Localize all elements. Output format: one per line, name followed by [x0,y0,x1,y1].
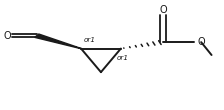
Polygon shape [35,34,81,49]
Text: or1: or1 [83,37,95,43]
Text: O: O [198,37,205,47]
Text: O: O [3,31,11,41]
Text: O: O [159,5,167,15]
Text: or1: or1 [116,55,128,61]
